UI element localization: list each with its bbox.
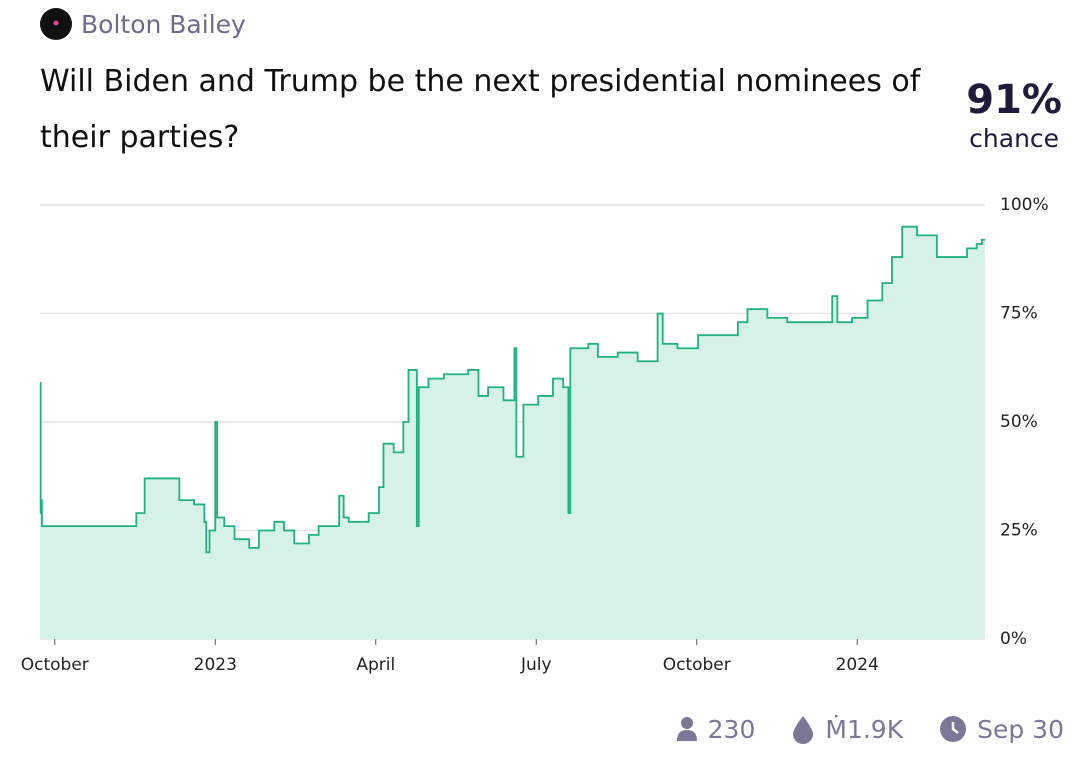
line	[39, 225, 985, 554]
traders: 230	[707, 714, 756, 744]
close-icon	[940, 716, 967, 742]
y-tick-label: 50%	[1000, 412, 1038, 432]
x-tick-label: October	[21, 655, 89, 675]
x-tick-label: October	[663, 655, 731, 675]
footer: 230 Ṁ1.9K Sep 30	[676, 714, 1064, 744]
x-tick-label: 2023	[194, 655, 237, 675]
y-tick-label: 25%	[1000, 521, 1038, 541]
close-date: Sep 30	[977, 714, 1064, 744]
y-tick-label: 100%	[1000, 195, 1049, 215]
author-row: Bolton Bailey	[40, 8, 246, 40]
y-tick-label: 75%	[1000, 304, 1038, 324]
probability: 91%	[966, 77, 1062, 123]
avatar[interactable]	[40, 8, 72, 40]
traders-icon	[676, 717, 697, 741]
x-tick-label: April	[356, 655, 395, 675]
author[interactable]: Bolton Bailey	[81, 9, 246, 39]
volume-icon	[793, 716, 814, 744]
volume: Ṁ1.9K	[825, 714, 904, 744]
probability-label: chance	[969, 124, 1060, 153]
probability-box: 91% chance	[966, 76, 1062, 154]
chart: 0% 25% 50% 75% 100% October 2023 April July Octob…	[21, 195, 1049, 675]
x-tick-label: 2024	[836, 655, 879, 675]
y-tick-label: 0%	[1000, 629, 1027, 649]
area	[40, 226, 985, 639]
title: Will Biden and Trump be the next preside…	[40, 64, 921, 155]
x-tick-label: July	[520, 655, 552, 675]
